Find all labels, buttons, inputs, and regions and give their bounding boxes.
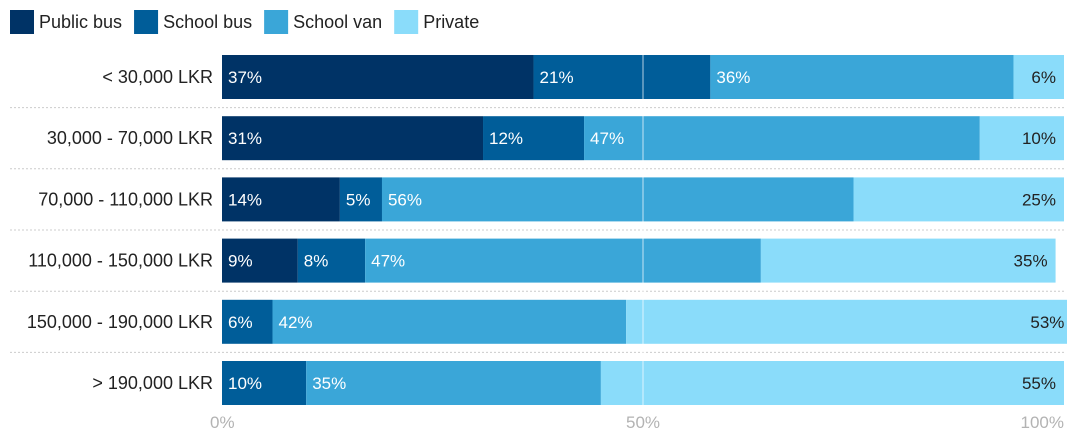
bar-segment bbox=[306, 361, 601, 405]
data-label: 37% bbox=[228, 68, 262, 87]
data-label: 8% bbox=[304, 252, 329, 271]
category-label: < 30,000 LKR bbox=[102, 67, 213, 87]
category-labels: < 30,000 LKR 30,000 - 70,000 LKR 70,000 - … bbox=[27, 67, 213, 393]
data-labels: 37% 21% 36% 6% 31% 12% 47% 10% 14% 5% 56% 25% 9% 8% 47… bbox=[228, 68, 1064, 393]
bar-segment bbox=[600, 361, 1064, 405]
bar-segment bbox=[365, 238, 761, 283]
bar-segment bbox=[297, 238, 366, 283]
tick-label: 100% bbox=[1021, 413, 1064, 432]
bar-segment bbox=[272, 299, 627, 344]
chart-legend: Public bus School bus School van Private bbox=[10, 10, 479, 34]
bar-segment bbox=[584, 116, 980, 161]
data-label: 21% bbox=[540, 68, 574, 87]
tick-label: 50% bbox=[626, 413, 660, 432]
legend-swatch-2 bbox=[264, 10, 289, 34]
data-label: 36% bbox=[716, 68, 750, 87]
bar-segment bbox=[222, 116, 484, 161]
bar-segment bbox=[483, 116, 585, 161]
data-label: 5% bbox=[346, 190, 371, 209]
data-label: 47% bbox=[371, 252, 405, 271]
bar-segment bbox=[222, 238, 298, 283]
bar-segment bbox=[626, 299, 1067, 344]
data-label: 31% bbox=[228, 129, 262, 148]
bar-segment bbox=[853, 177, 1064, 222]
bar-segment bbox=[533, 55, 711, 99]
bar-segment bbox=[381, 177, 854, 222]
data-label: 12% bbox=[489, 129, 523, 148]
data-label: 53% bbox=[1030, 313, 1064, 332]
bar-segment bbox=[222, 299, 273, 344]
data-label: 25% bbox=[1022, 190, 1056, 209]
data-label: 10% bbox=[228, 374, 262, 393]
x-axis-ticks: 0% 50% 100% bbox=[210, 413, 1064, 432]
data-label: 10% bbox=[1022, 129, 1056, 148]
data-label: 35% bbox=[1014, 252, 1048, 271]
data-label: 6% bbox=[228, 313, 253, 332]
bar-segment bbox=[979, 116, 1064, 161]
bar-segment bbox=[222, 177, 340, 222]
bars bbox=[222, 55, 1067, 405]
bar-segment bbox=[339, 177, 382, 222]
legend-swatch-0 bbox=[10, 10, 34, 34]
legend-label-2: School van bbox=[293, 12, 382, 32]
data-label: 14% bbox=[228, 190, 262, 209]
legend-swatch-3 bbox=[394, 10, 419, 34]
category-label: 110,000 - 150,000 LKR bbox=[28, 251, 213, 271]
legend-label-0: Public bus bbox=[39, 12, 122, 32]
data-label: 47% bbox=[590, 129, 624, 148]
bar-segment bbox=[222, 55, 534, 99]
bar-segment bbox=[222, 361, 307, 405]
category-label: 150,000 - 190,000 LKR bbox=[27, 312, 213, 332]
data-label: 42% bbox=[279, 313, 313, 332]
data-label: 9% bbox=[228, 252, 253, 271]
data-label: 6% bbox=[1031, 68, 1056, 87]
data-label: 56% bbox=[388, 190, 422, 209]
legend-swatch-1 bbox=[134, 10, 159, 34]
category-label: 70,000 - 110,000 LKR bbox=[38, 189, 213, 209]
legend-label-3: Private bbox=[423, 12, 479, 32]
data-label: 35% bbox=[312, 374, 346, 393]
data-label: 55% bbox=[1022, 374, 1056, 393]
category-label: > 190,000 LKR bbox=[92, 373, 213, 393]
legend-label-1: School bus bbox=[163, 12, 252, 32]
bar-segment bbox=[1013, 55, 1064, 99]
bar-segment bbox=[760, 238, 1056, 283]
tick-label: 0% bbox=[210, 413, 235, 432]
category-label: 30,000 - 70,000 LKR bbox=[47, 128, 213, 148]
bar-segment bbox=[710, 55, 1014, 99]
